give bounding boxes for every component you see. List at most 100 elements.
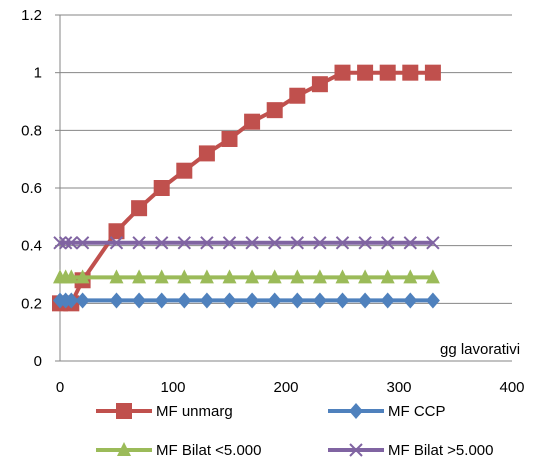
x-tick-label: 400 — [499, 379, 524, 396]
data-point-diamond — [245, 292, 260, 309]
data-point-diamond — [425, 292, 440, 309]
x-tick-label: 0 — [56, 379, 64, 396]
data-point-x — [403, 236, 418, 250]
data-point-diamond — [199, 292, 214, 309]
data-point-x — [349, 443, 363, 457]
y-tick-label: 0.4 — [21, 238, 42, 255]
x-axis-ticks: 0 100 200 300 400 — [56, 379, 525, 396]
legend-item: MF CCP — [328, 403, 446, 420]
y-tick-label: 0 — [34, 353, 42, 370]
data-point-x — [380, 236, 395, 250]
data-point-x — [154, 236, 169, 250]
data-point-diamond — [290, 292, 305, 309]
data-point-x — [335, 236, 350, 250]
data-point-triangle — [132, 269, 147, 284]
y-tick-label: 1.2 — [21, 7, 42, 24]
data-point-diamond — [109, 292, 124, 309]
legend-label: MF Bilat >5.000 — [388, 442, 493, 459]
legend: MF unmarg MF CCP MF Bilat <5.000 MF Bilat >… — [96, 403, 493, 459]
y-tick-label: 1 — [34, 65, 42, 82]
data-point-square — [153, 180, 170, 196]
data-point-triangle — [75, 269, 90, 284]
y-tick-label: 0.8 — [21, 122, 42, 139]
data-point-triangle — [425, 269, 440, 284]
x-tick-label: 100 — [160, 379, 185, 396]
data-point-x — [53, 236, 67, 250]
data-point-square — [116, 403, 132, 419]
data-point-triangle — [109, 269, 124, 284]
series-mf-ccp — [53, 292, 440, 309]
x-tick-label: 300 — [386, 379, 411, 396]
data-point-triangle — [290, 269, 305, 284]
data-point-square — [402, 64, 419, 81]
data-point-x — [358, 236, 372, 250]
data-point-diamond — [267, 292, 282, 309]
data-point-x — [426, 236, 440, 250]
data-point-triangle — [403, 269, 418, 284]
data-point-x — [313, 236, 327, 250]
data-point-x — [58, 236, 73, 250]
data-point-square — [289, 87, 306, 104]
data-point-x — [109, 236, 124, 250]
data-point-triangle — [222, 269, 237, 284]
data-point-triangle — [64, 269, 79, 284]
data-point-triangle — [177, 269, 192, 284]
series-mf-bilat-5-000 — [53, 236, 440, 250]
data-point-diamond — [380, 292, 395, 309]
data-point-square — [334, 64, 351, 81]
data-point-square — [266, 102, 283, 119]
x-axis-label: gg lavorativi — [440, 341, 520, 358]
data-point-square — [244, 113, 261, 130]
data-point-diamond — [349, 403, 363, 419]
data-point-square — [221, 130, 238, 147]
data-point-diamond — [154, 292, 169, 309]
data-point-triangle — [117, 442, 131, 456]
data-point-diamond — [335, 292, 350, 309]
data-point-x — [64, 236, 79, 250]
data-point-triangle — [154, 269, 169, 284]
data-point-x — [75, 236, 90, 250]
data-point-x — [290, 236, 305, 250]
y-axis-ticks: 0 0.2 0.4 0.6 0.8 1 1.2 — [21, 7, 42, 370]
y-tick-label: 0.2 — [21, 295, 42, 312]
data-point-x — [177, 236, 192, 250]
data-point-x — [132, 236, 146, 250]
data-point-triangle — [312, 269, 327, 284]
data-point-diamond — [177, 292, 192, 309]
legend-label: MF Bilat <5.000 — [156, 442, 261, 459]
data-point-square — [379, 64, 396, 81]
data-point-triangle — [380, 269, 395, 284]
data-point-triangle — [199, 269, 214, 284]
data-point-square — [357, 64, 374, 81]
data-point-square — [131, 200, 148, 217]
x-tick-label: 200 — [273, 379, 298, 396]
series-mf-unmarg — [52, 64, 441, 312]
data-point-square — [424, 64, 441, 81]
data-point-diamond — [403, 292, 418, 309]
data-point-diamond — [75, 292, 90, 309]
data-point-diamond — [64, 292, 79, 309]
data-point-square — [176, 162, 193, 179]
data-point-triangle — [267, 269, 282, 284]
data-point-square — [311, 76, 328, 93]
legend-item: MF unmarg — [96, 403, 233, 420]
legend-item: MF Bilat >5.000 — [328, 442, 493, 459]
data-point-triangle — [245, 269, 260, 284]
data-point-x — [267, 236, 282, 250]
data-point-triangle — [335, 269, 350, 284]
data-point-diamond — [132, 292, 147, 309]
legend-label: MF unmarg — [156, 403, 233, 420]
data-point-diamond — [312, 292, 327, 309]
data-point-x — [245, 236, 259, 250]
data-point-x — [200, 236, 214, 250]
data-point-diamond — [222, 292, 237, 309]
data-point-square — [198, 145, 215, 162]
series-mf-bilat-5-000 — [53, 269, 440, 284]
data-point-triangle — [358, 269, 373, 284]
legend-item: MF Bilat <5.000 — [96, 442, 261, 459]
data-point-square — [108, 223, 125, 240]
legend-label: MF CCP — [388, 403, 446, 420]
data-point-x — [222, 236, 237, 250]
